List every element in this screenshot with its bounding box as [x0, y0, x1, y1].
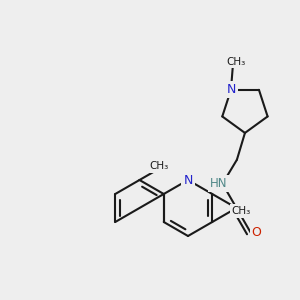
Text: HN: HN [210, 177, 227, 190]
Text: O: O [252, 226, 261, 239]
Text: CH₃: CH₃ [149, 161, 168, 171]
Text: CH₃: CH₃ [232, 206, 251, 216]
Text: CH₃: CH₃ [226, 57, 246, 67]
Text: N: N [226, 83, 236, 96]
Text: N: N [183, 173, 193, 187]
